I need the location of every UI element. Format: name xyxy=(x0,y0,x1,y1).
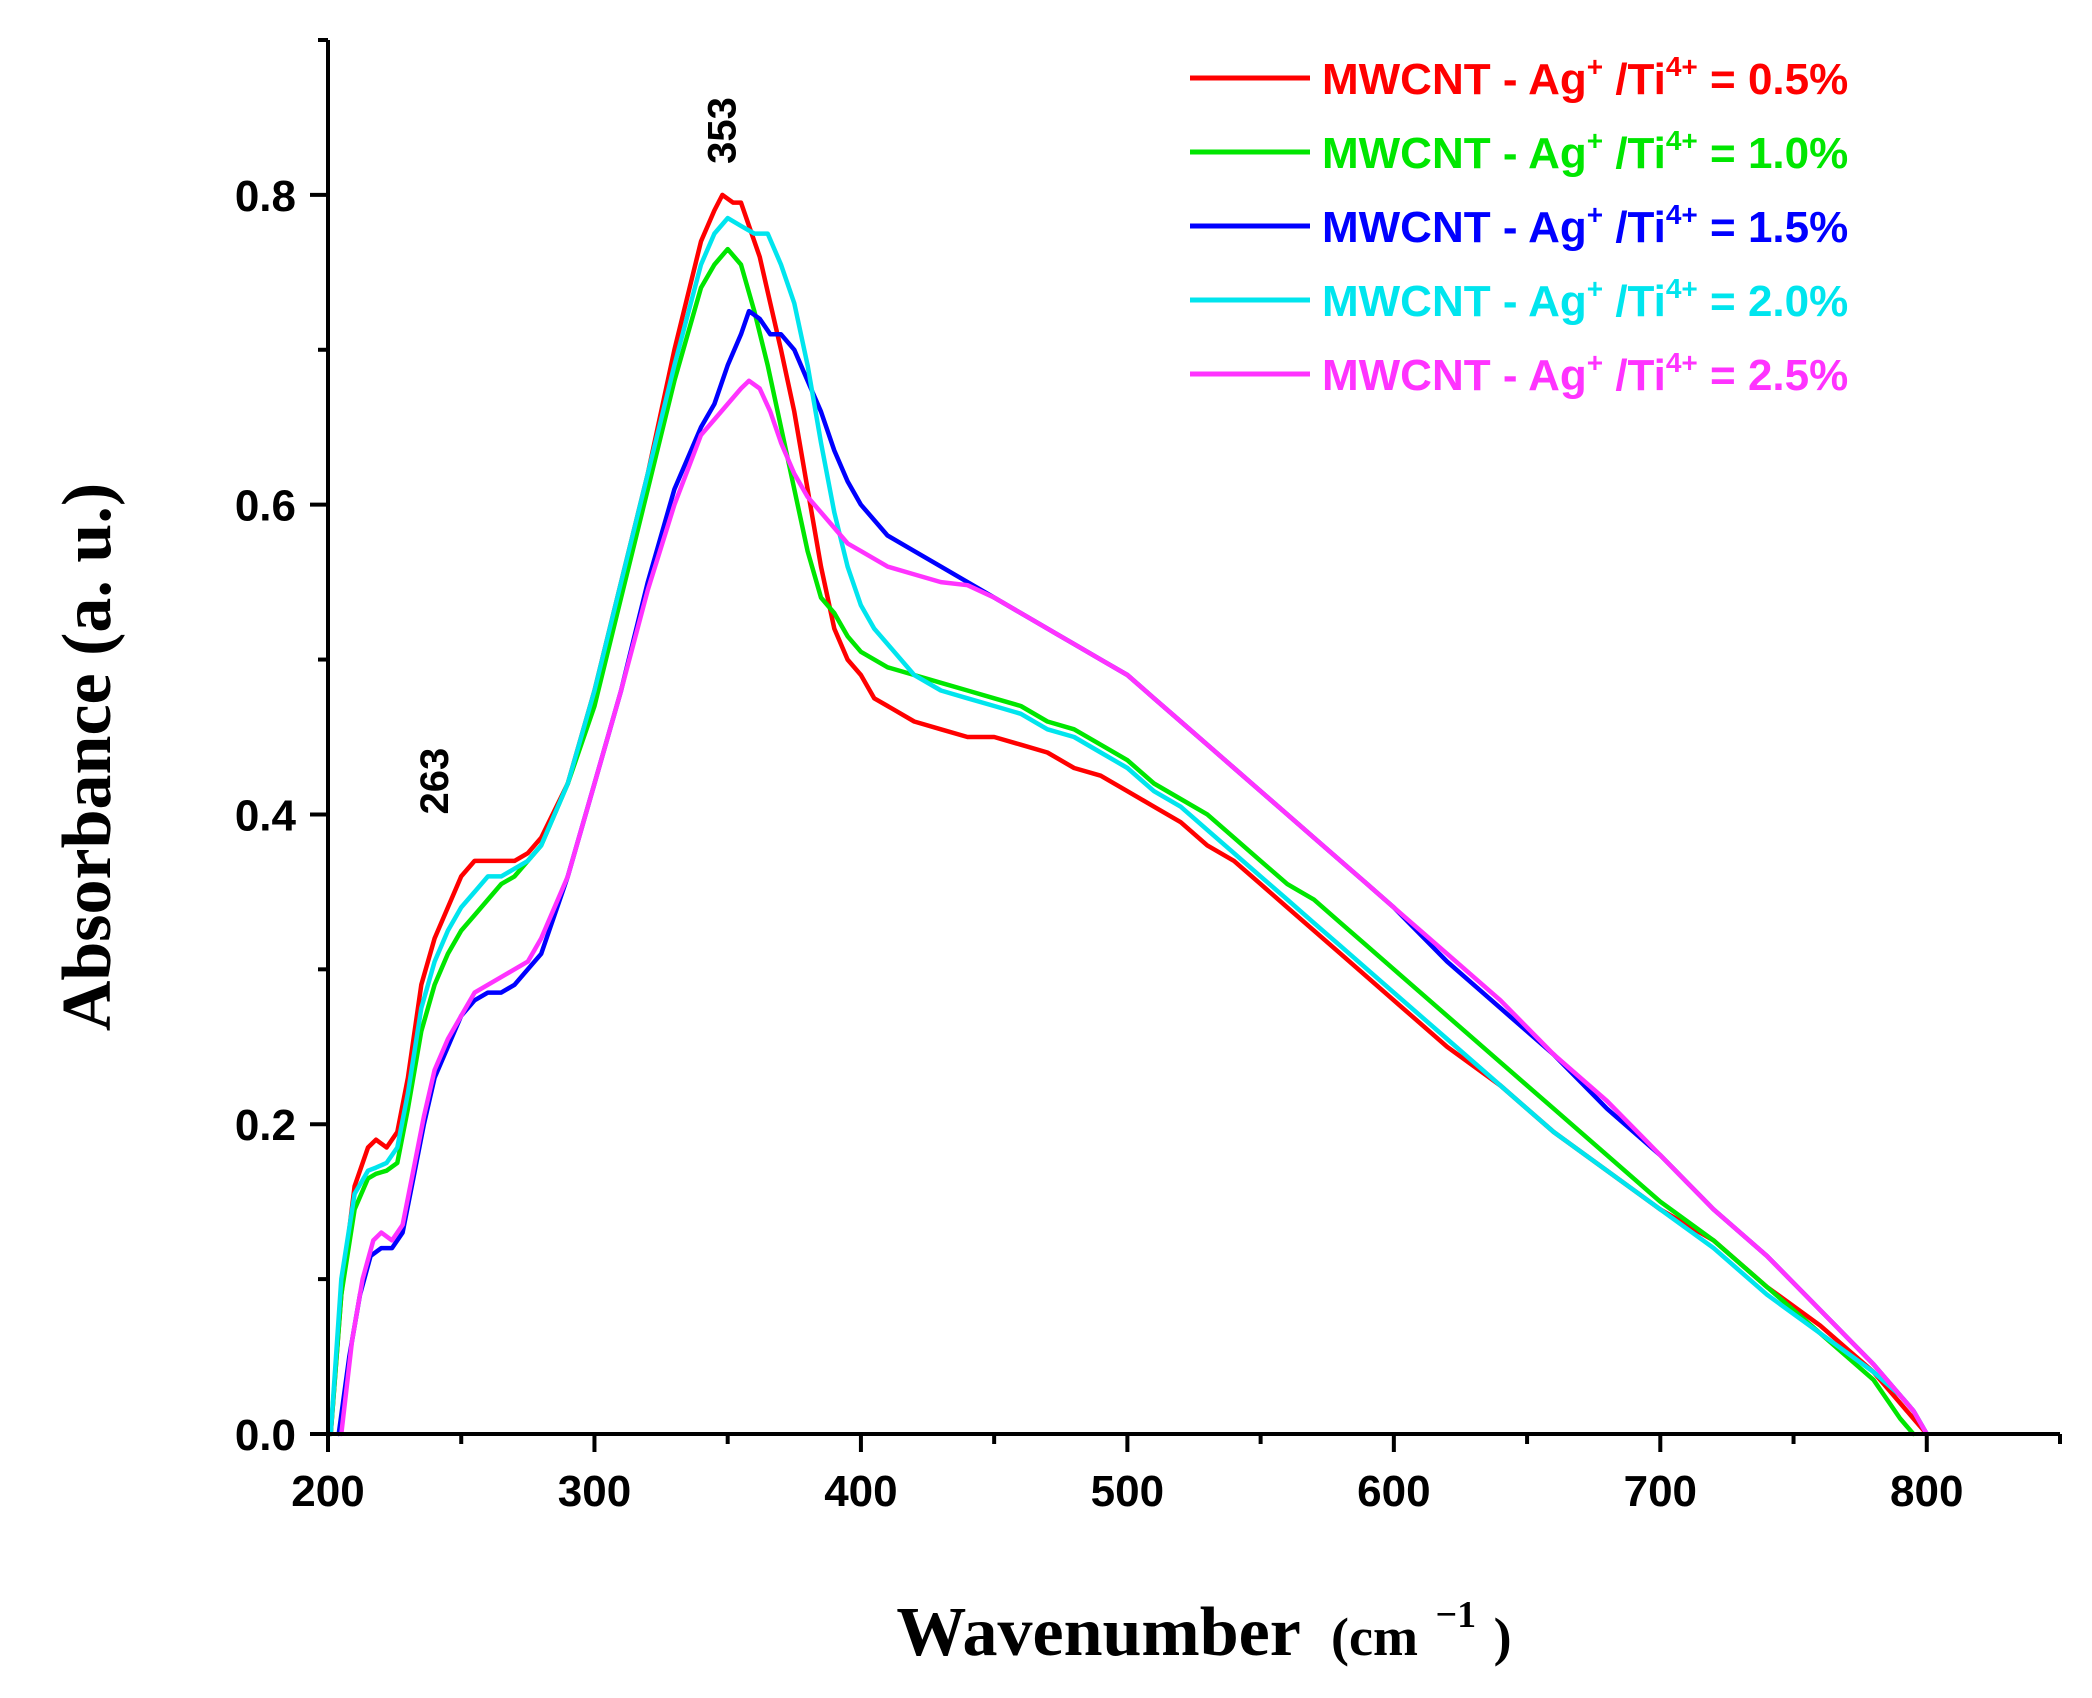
axes xyxy=(326,40,2060,1436)
y-tick-label: 0.6 xyxy=(235,482,296,531)
x-axis-title-exponent: −1 xyxy=(1435,1594,1476,1636)
x-axis-title-unit: (cm xyxy=(1331,1607,1418,1667)
peak-annotations: 263 353 xyxy=(413,97,745,814)
peak-label-353: 353 xyxy=(701,97,745,164)
y-tick-label: 0.2 xyxy=(235,1101,296,1150)
y-tick-label: 0.4 xyxy=(235,791,297,840)
series-line-4 xyxy=(328,215,1930,1437)
x-tick-label: 200 xyxy=(291,1467,364,1516)
legend-label-1: MWCNT - Ag+ /Ti4+ = 0.5% xyxy=(1322,51,1848,104)
legend-label-5: MWCNT - Ag+ /Ti4+ = 2.5% xyxy=(1322,347,1848,400)
peak-label-263: 263 xyxy=(413,748,457,815)
y-tick-label: 0.8 xyxy=(235,172,296,221)
x-tick-label: 400 xyxy=(824,1467,897,1516)
x-tick-label: 600 xyxy=(1357,1467,1430,1516)
legend-label-3: MWCNT - Ag+ /Ti4+ = 1.5% xyxy=(1322,199,1848,252)
x-axis-title: Wavenumber (cm −1 ) xyxy=(896,1566,1511,1671)
series-line-2 xyxy=(328,246,1916,1437)
x-tick-label: 500 xyxy=(1091,1467,1164,1516)
y-ticks: 0.0 0.2 0.4 0.6 0.8 xyxy=(235,38,328,1460)
series-line-5 xyxy=(339,378,1930,1437)
series-line-1 xyxy=(328,192,1930,1437)
legend-label-4: MWCNT - Ag+ /Ti4+ = 2.0% xyxy=(1322,273,1848,326)
x-axis-title-main: Wavenumber xyxy=(896,1594,1299,1671)
x-tick-label: 300 xyxy=(558,1467,631,1516)
x-axis-title-close: ) xyxy=(1494,1607,1512,1667)
x-ticks: 200 300 400 500 600 700 800 xyxy=(291,1434,2062,1516)
legend: MWCNT - Ag+ /Ti4+ = 0.5% MWCNT - Ag+ /Ti4… xyxy=(1190,51,1848,400)
y-axis-title: Absorbance (a. u.) xyxy=(49,483,126,1031)
y-tick-label: 0.0 xyxy=(235,1411,296,1460)
x-tick-label: 800 xyxy=(1890,1467,1963,1516)
series-lines xyxy=(328,192,1930,1437)
series-line-3 xyxy=(336,308,1930,1437)
legend-label-2: MWCNT - Ag+ /Ti4+ = 1.0% xyxy=(1322,125,1848,178)
x-tick-label: 700 xyxy=(1624,1467,1697,1516)
